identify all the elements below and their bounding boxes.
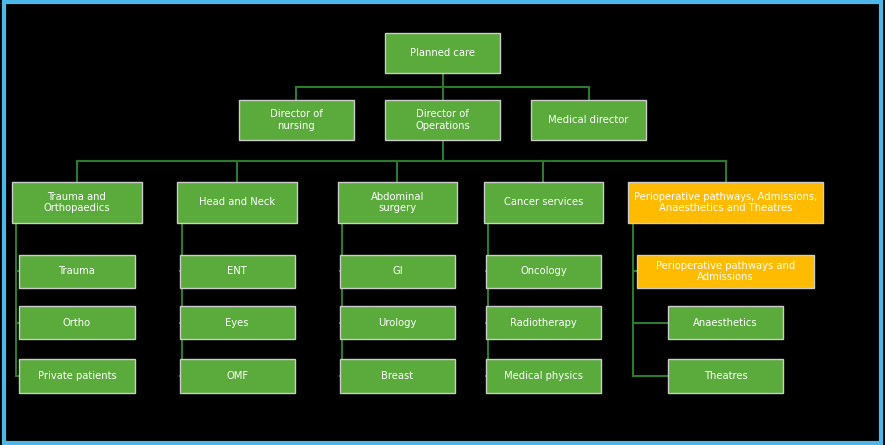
FancyBboxPatch shape (180, 306, 295, 339)
FancyBboxPatch shape (338, 182, 457, 222)
FancyBboxPatch shape (19, 255, 135, 288)
Text: Medical director: Medical director (549, 115, 628, 125)
Text: Perioperative pathways, Admissions,
Anaesthetics and Theatres: Perioperative pathways, Admissions, Anae… (634, 192, 818, 213)
FancyBboxPatch shape (486, 306, 601, 339)
FancyBboxPatch shape (385, 100, 500, 140)
Text: Abdominal
surgery: Abdominal surgery (371, 192, 424, 213)
Text: Eyes: Eyes (226, 318, 249, 328)
FancyBboxPatch shape (628, 182, 823, 222)
Text: Breast: Breast (381, 371, 413, 381)
Text: Perioperative pathways and
Admissions: Perioperative pathways and Admissions (656, 261, 796, 282)
FancyBboxPatch shape (180, 255, 295, 288)
Text: Private patients: Private patients (38, 371, 116, 381)
FancyBboxPatch shape (668, 306, 783, 339)
FancyBboxPatch shape (19, 306, 135, 339)
FancyBboxPatch shape (340, 360, 455, 393)
FancyBboxPatch shape (12, 182, 142, 222)
Text: GI: GI (392, 267, 403, 276)
FancyBboxPatch shape (19, 360, 135, 393)
Text: Cancer services: Cancer services (504, 198, 583, 207)
Text: Trauma and
Orthopaedics: Trauma and Orthopaedics (43, 192, 111, 213)
Text: Oncology: Oncology (520, 267, 566, 276)
FancyBboxPatch shape (340, 255, 455, 288)
Text: ENT: ENT (227, 267, 247, 276)
FancyBboxPatch shape (483, 182, 604, 222)
FancyBboxPatch shape (178, 182, 297, 222)
FancyBboxPatch shape (385, 33, 500, 73)
FancyBboxPatch shape (486, 360, 601, 393)
FancyBboxPatch shape (239, 100, 354, 140)
Text: Trauma: Trauma (58, 267, 96, 276)
Text: OMF: OMF (227, 371, 248, 381)
Text: Ortho: Ortho (63, 318, 91, 328)
Text: Radiotherapy: Radiotherapy (510, 318, 577, 328)
Text: Medical physics: Medical physics (504, 371, 583, 381)
Text: Urology: Urology (378, 318, 417, 328)
FancyBboxPatch shape (340, 306, 455, 339)
FancyBboxPatch shape (486, 255, 601, 288)
Text: Director of
Operations: Director of Operations (415, 109, 470, 131)
Text: Planned care: Planned care (410, 49, 475, 58)
FancyBboxPatch shape (180, 360, 295, 393)
FancyBboxPatch shape (637, 255, 814, 288)
FancyBboxPatch shape (668, 360, 783, 393)
FancyBboxPatch shape (531, 100, 646, 140)
Text: Director of
nursing: Director of nursing (270, 109, 323, 131)
Text: Theatres: Theatres (704, 371, 748, 381)
Text: Head and Neck: Head and Neck (199, 198, 275, 207)
Text: Anaesthetics: Anaesthetics (693, 318, 758, 328)
